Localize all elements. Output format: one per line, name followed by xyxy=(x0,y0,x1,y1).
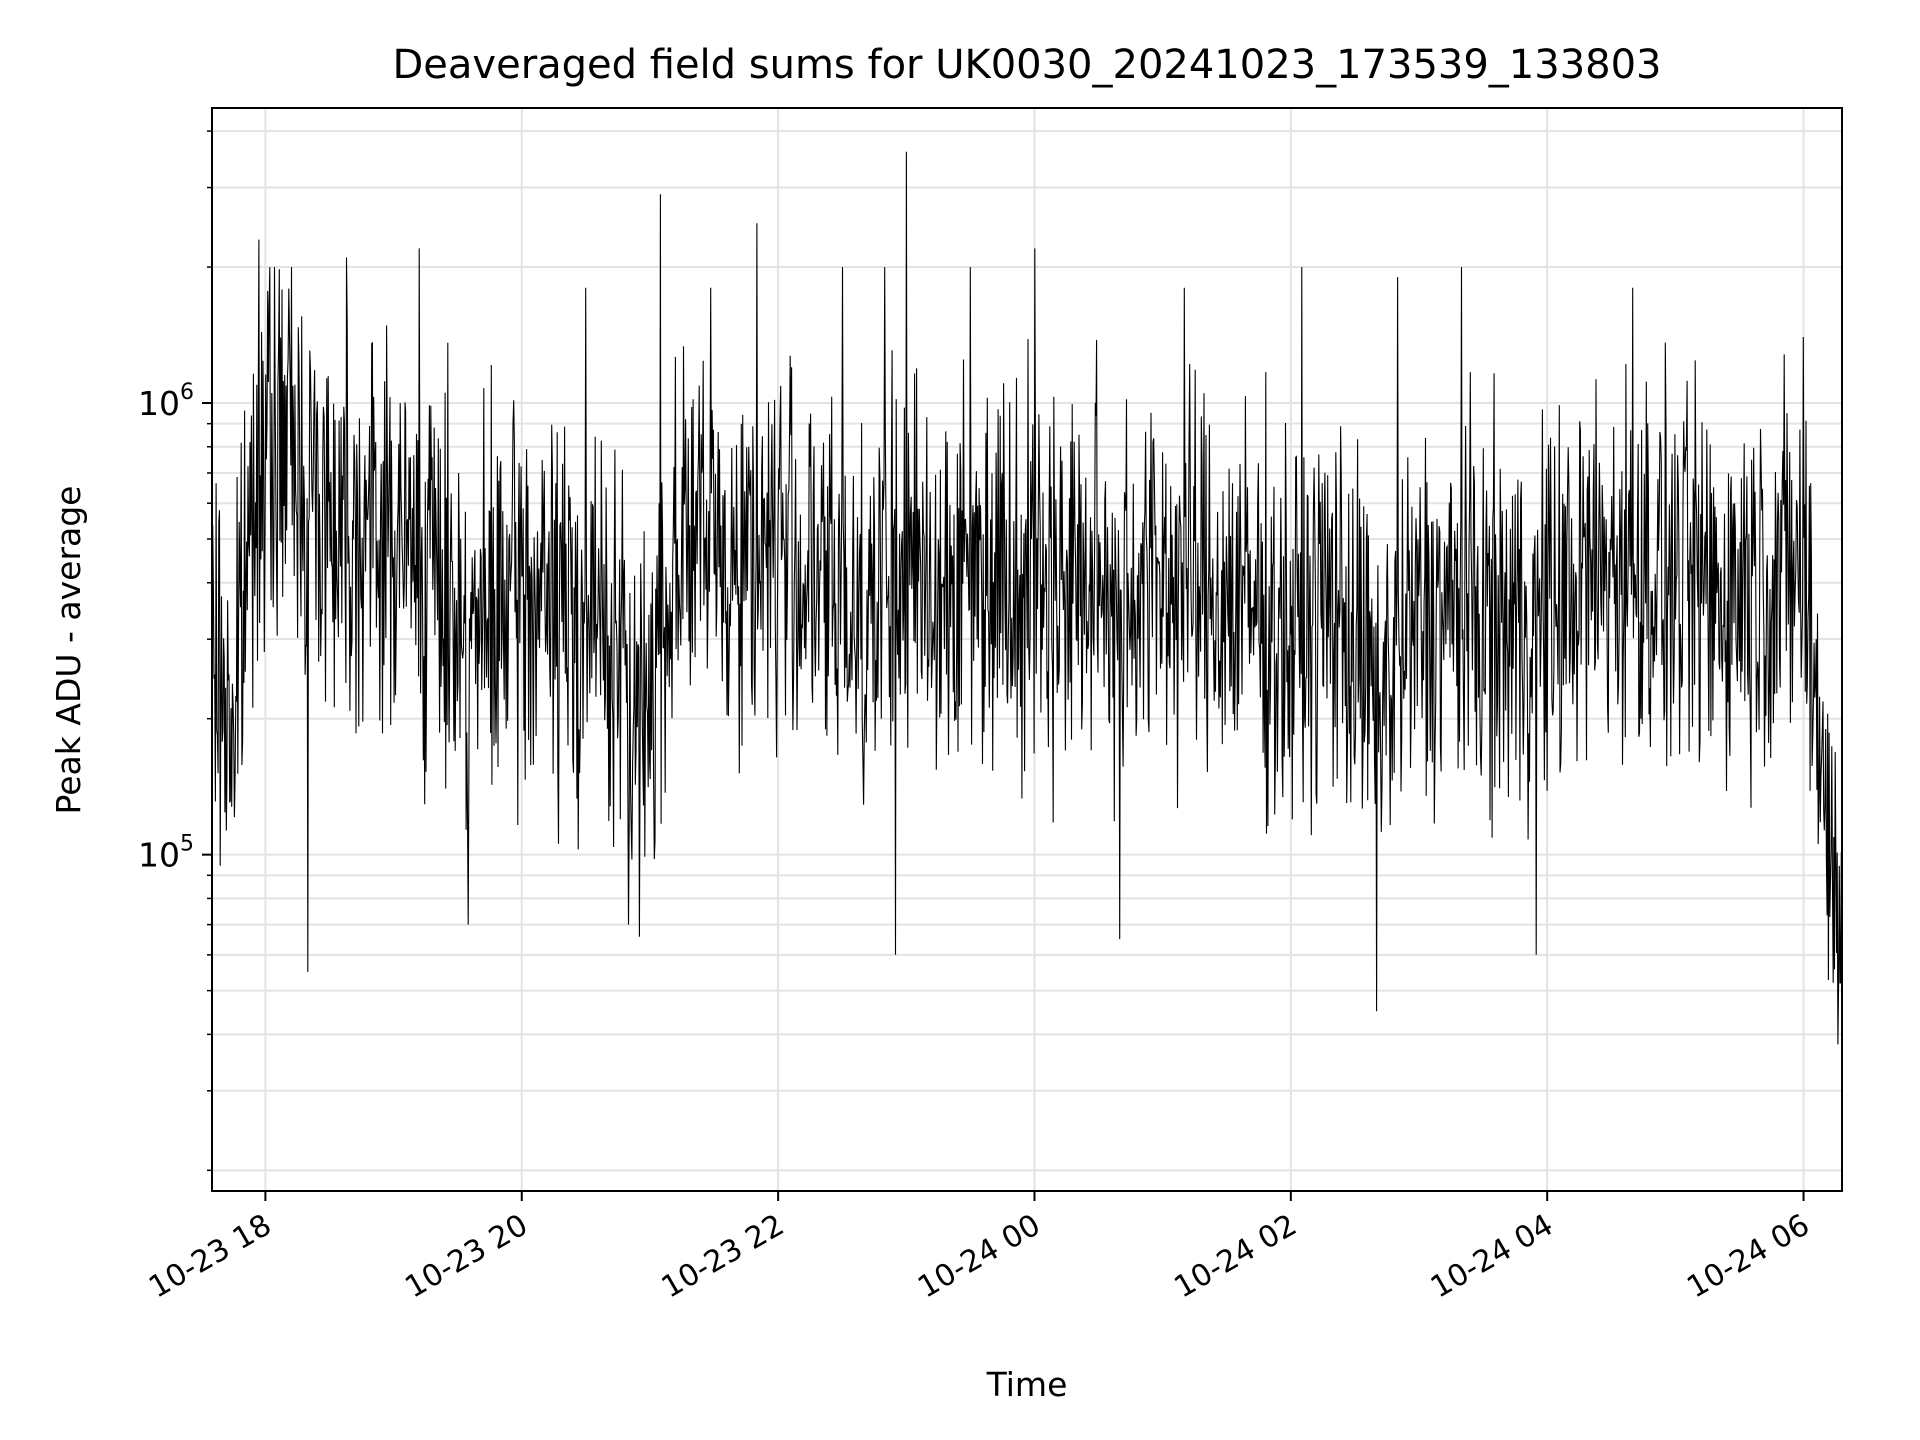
x-axis-label: Time xyxy=(986,1365,1068,1404)
x-tick-label: 10-23 20 xyxy=(399,1208,533,1306)
y-tick-label: 106 xyxy=(138,380,194,423)
chart-title: Deaveraged field sums for UK0030_2024102… xyxy=(392,42,1661,88)
x-tick-label: 10-24 06 xyxy=(1681,1208,1815,1306)
data-series xyxy=(211,151,1843,1045)
y-tick-label: 105 xyxy=(138,832,194,875)
x-tick-label: 10-23 18 xyxy=(143,1208,277,1306)
x-tick-label: 10-24 02 xyxy=(1169,1208,1303,1306)
series-line xyxy=(211,151,1843,1045)
x-tick-label: 10-23 22 xyxy=(656,1208,790,1306)
x-tick-label: 10-24 00 xyxy=(912,1208,1046,1306)
y-axis-label: Peak ADU - average xyxy=(49,486,88,815)
plot-frame xyxy=(211,107,1843,1192)
x-tick-label: 10-24 04 xyxy=(1425,1208,1559,1306)
